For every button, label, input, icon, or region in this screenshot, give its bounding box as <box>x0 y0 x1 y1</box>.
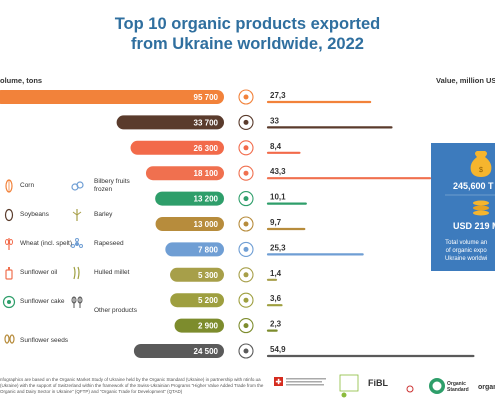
cake-icon <box>2 295 16 309</box>
organic-standard-logo: Organic Standard <box>447 381 469 393</box>
legend-item: Rapeseed <box>94 240 124 247</box>
volume-label: 95 700 <box>194 93 219 102</box>
value-label: 3,6 <box>270 294 282 303</box>
volume-bar <box>170 267 224 282</box>
volume-bar <box>165 242 224 257</box>
money-bag-icon: $ <box>470 151 492 177</box>
legend-item: Wheat (incl. spelt) <box>20 240 73 247</box>
legend-item: Hulled millet <box>94 269 130 276</box>
total-volume-value: 245,600 T <box>453 181 494 191</box>
volume-bar <box>130 140 224 155</box>
value-label: 2,3 <box>270 320 282 329</box>
soybean-icon <box>2 208 16 222</box>
volume-label: 13 000 <box>194 220 219 229</box>
volume-label: 7 800 <box>198 245 219 254</box>
wheat-icon <box>2 237 16 251</box>
footer-note: nfographics are based on the Organic Mar… <box>0 377 264 394</box>
volume-bar <box>116 115 224 130</box>
volume-bar <box>155 217 224 231</box>
wheat-icon-center <box>243 145 249 151</box>
total-value-value: USD 219 MI <box>453 221 495 231</box>
volume-label: 18 100 <box>194 169 219 178</box>
green-leaf-logo-icon <box>341 392 347 398</box>
totals-panel: $ 245,600 T USD 219 MI Total volume an o… <box>431 143 495 271</box>
svg-text:$: $ <box>479 167 483 174</box>
caption-line: of organic expo <box>445 248 487 254</box>
legend-item: Corn <box>20 182 35 189</box>
value-label: 8,4 <box>270 142 282 151</box>
chart-title: Top 10 organic products exported from Uk… <box>0 14 495 54</box>
volume-label: 5 300 <box>198 271 219 280</box>
bilberry-icon-center <box>243 323 249 329</box>
title-line-1: Top 10 organic products exported <box>114 15 381 33</box>
coins-icon <box>473 200 489 216</box>
bilberry-icon <box>70 179 84 193</box>
value-label: 43,3 <box>270 167 286 176</box>
volume-bar <box>145 166 224 181</box>
barley-icon <box>70 208 84 222</box>
volume-label: 2 900 <box>198 322 219 331</box>
volume-bar <box>170 293 224 308</box>
legend-item: Bilbery fruits frozen <box>94 178 130 193</box>
volume-bar <box>133 344 224 358</box>
seeds-icon-center <box>243 221 249 227</box>
volume-label: 26 300 <box>194 144 219 153</box>
volume-label: 13 200 <box>194 195 219 204</box>
value-label: 33 <box>270 116 279 125</box>
millet-icon <box>70 266 84 280</box>
quality-badge-icon <box>339 374 359 392</box>
legend-item: Sunflower seeds <box>20 337 69 344</box>
volume-bar <box>0 90 224 104</box>
volume-bar <box>174 318 224 333</box>
seeds-icon <box>2 332 16 346</box>
volume-label: 5 200 <box>198 296 219 305</box>
small-globe-logo-icon <box>406 385 414 393</box>
rapeseed-icon-center <box>243 246 249 252</box>
swiss-confederation-text-icon <box>286 378 326 386</box>
corn-icon-center <box>243 94 249 100</box>
legend-item: Barley <box>94 211 113 218</box>
value-label: 10,1 <box>270 193 286 202</box>
organic-logo: organ <box>478 384 495 391</box>
legend-item: Sunflower cake <box>20 298 65 305</box>
partner-circle-logo-icon <box>429 378 445 394</box>
volume-bar <box>155 191 224 206</box>
partner-logos: FiBL Organic Standard organ <box>272 371 495 399</box>
legend-item: Sunflower oil <box>20 269 58 276</box>
legend-item: Soybeans <box>20 211 49 218</box>
barley-icon-center <box>243 272 249 278</box>
volume-axis-label: olume, tons <box>0 76 43 85</box>
value-label: 9,7 <box>270 218 282 227</box>
value-label: 25,3 <box>270 243 286 252</box>
caption-line: Total volume an <box>445 240 488 246</box>
other-products-icon <box>70 295 84 309</box>
value-label: 54,9 <box>270 345 286 354</box>
oil-bottle-icon-center <box>243 170 249 176</box>
volume-label: 33 700 <box>194 118 219 127</box>
cake-icon-center <box>243 196 249 202</box>
oil-bottle-icon <box>2 266 16 280</box>
other-products-icon-center <box>243 348 249 354</box>
swiss-flag-icon <box>274 377 283 386</box>
caption-line: Ukraine worldwi <box>445 256 488 262</box>
corn-icon <box>2 179 16 193</box>
totals-panel-icons: $ <box>445 151 495 216</box>
value-label: 27,3 <box>270 91 286 100</box>
soybean-icon-center <box>243 119 249 125</box>
value-label: 1,4 <box>270 269 282 278</box>
legend-item: Other products <box>94 307 137 314</box>
volume-label: 24 500 <box>194 347 219 356</box>
millet-icon-center <box>243 297 249 303</box>
title-line-2: from Ukraine worldwide, 2022 <box>131 35 364 53</box>
value-axis-label: Value, million US <box>436 76 495 85</box>
rapeseed-icon <box>70 237 84 251</box>
fibl-logo: FiBL <box>368 378 388 388</box>
totals-caption: Total volume an of organic expo Ukraine … <box>445 239 487 263</box>
